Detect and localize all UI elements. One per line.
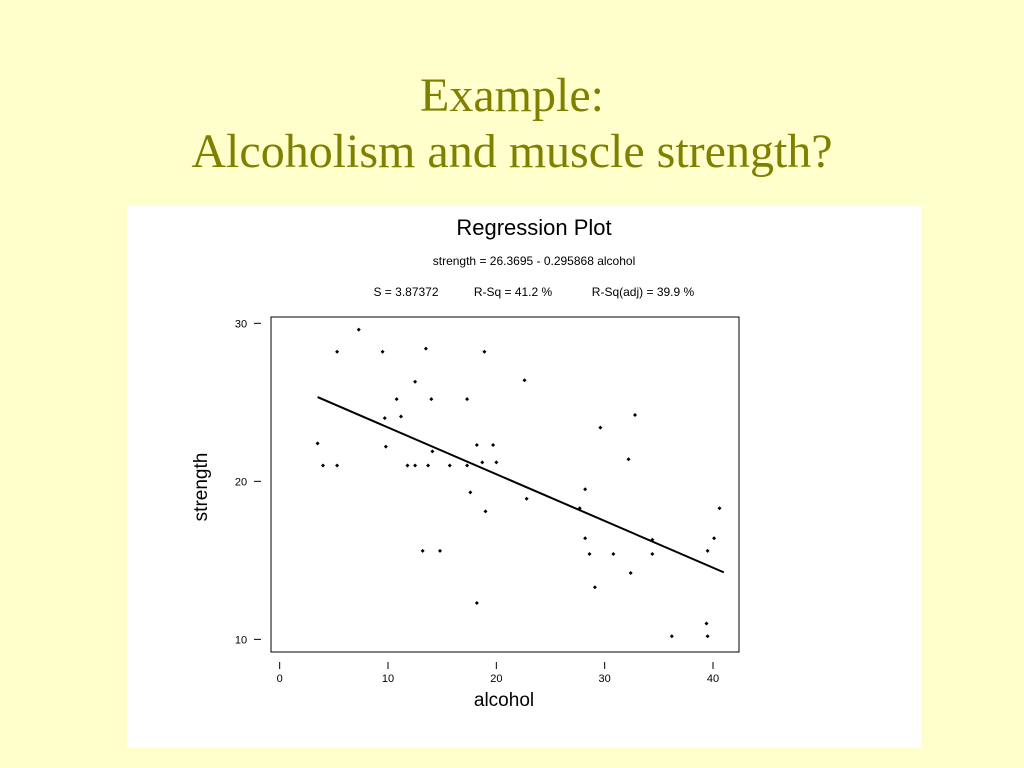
chart-title: Regression Plot	[456, 215, 611, 240]
data-point	[429, 397, 434, 402]
data-point	[712, 536, 717, 541]
data-point	[628, 570, 633, 575]
y-axis-label: strength	[191, 453, 212, 522]
data-point	[483, 509, 488, 514]
data-point	[405, 463, 410, 468]
data-point	[438, 548, 442, 553]
data-point	[705, 548, 710, 553]
x-tick-label: 10	[382, 673, 394, 685]
data-point	[394, 397, 399, 402]
x-tick-label: 0	[277, 673, 283, 685]
data-point	[704, 621, 709, 626]
data-point	[480, 460, 485, 465]
data-point	[430, 449, 435, 454]
x-tick-label: 30	[599, 673, 611, 685]
data-point	[626, 457, 631, 462]
data-point	[583, 487, 588, 492]
x-axis-label: alcohol	[474, 690, 534, 711]
data-point	[474, 442, 479, 447]
data-point	[592, 585, 597, 590]
data-point	[399, 414, 403, 419]
data-point	[413, 463, 418, 468]
slide-title: Example: Alcoholism and muscle strength?	[0, 68, 1024, 180]
regression-chart-panel: Regression Plot strength = 26.3695 - 0.2…	[127, 206, 921, 748]
y-tick-label: 30	[235, 318, 247, 330]
data-point	[474, 601, 479, 606]
data-point	[669, 634, 674, 639]
regression-equation: strength = 26.3695 - 0.295868 alcohol	[433, 254, 636, 268]
slide-title-line1: Example:	[420, 69, 604, 122]
data-point	[491, 442, 496, 447]
data-point	[577, 506, 582, 511]
data-point	[468, 490, 473, 495]
data-point	[611, 552, 616, 557]
data-point	[423, 346, 428, 351]
x-tick-label: 40	[707, 673, 719, 685]
data-point	[447, 463, 452, 468]
plot-frame	[270, 316, 740, 653]
data-point	[413, 379, 418, 384]
regression-plot: Regression Plot strength = 26.3695 - 0.2…	[191, 215, 740, 711]
y-tick-label: 20	[235, 476, 247, 488]
slide-title-line2: Alcoholism and muscle strength?	[191, 125, 833, 178]
x-tick-label: 20	[490, 673, 502, 685]
data-points	[315, 327, 722, 639]
regression-line	[317, 396, 725, 574]
data-point	[524, 496, 529, 501]
data-point	[315, 441, 320, 446]
data-point	[321, 463, 325, 468]
data-point	[633, 412, 637, 417]
data-point	[383, 444, 388, 449]
data-point	[465, 397, 470, 402]
data-point	[717, 506, 722, 511]
data-point	[420, 548, 425, 553]
y-tick-label: 10	[235, 634, 247, 646]
data-point	[705, 634, 710, 639]
stat-s: S = 3.87372	[373, 285, 438, 299]
stat-rsq: R-Sq = 41.2 %	[474, 285, 553, 299]
data-point	[380, 349, 385, 354]
data-point	[587, 552, 592, 557]
data-point	[522, 378, 527, 383]
data-point	[465, 463, 470, 468]
data-point	[335, 349, 340, 354]
stat-rsq-adj: R-Sq(adj) = 39.9 %	[592, 285, 695, 299]
axes: 0 10 20 30 40 10 20 30	[235, 318, 719, 685]
data-point	[482, 349, 487, 354]
data-point	[356, 327, 361, 332]
data-point	[650, 552, 655, 557]
data-point	[335, 463, 340, 468]
regression-line-layer	[317, 396, 725, 574]
data-point	[426, 463, 431, 468]
data-point	[494, 460, 499, 465]
data-point	[382, 416, 387, 421]
data-point	[583, 536, 588, 541]
data-point	[650, 537, 655, 542]
data-point	[598, 425, 603, 430]
